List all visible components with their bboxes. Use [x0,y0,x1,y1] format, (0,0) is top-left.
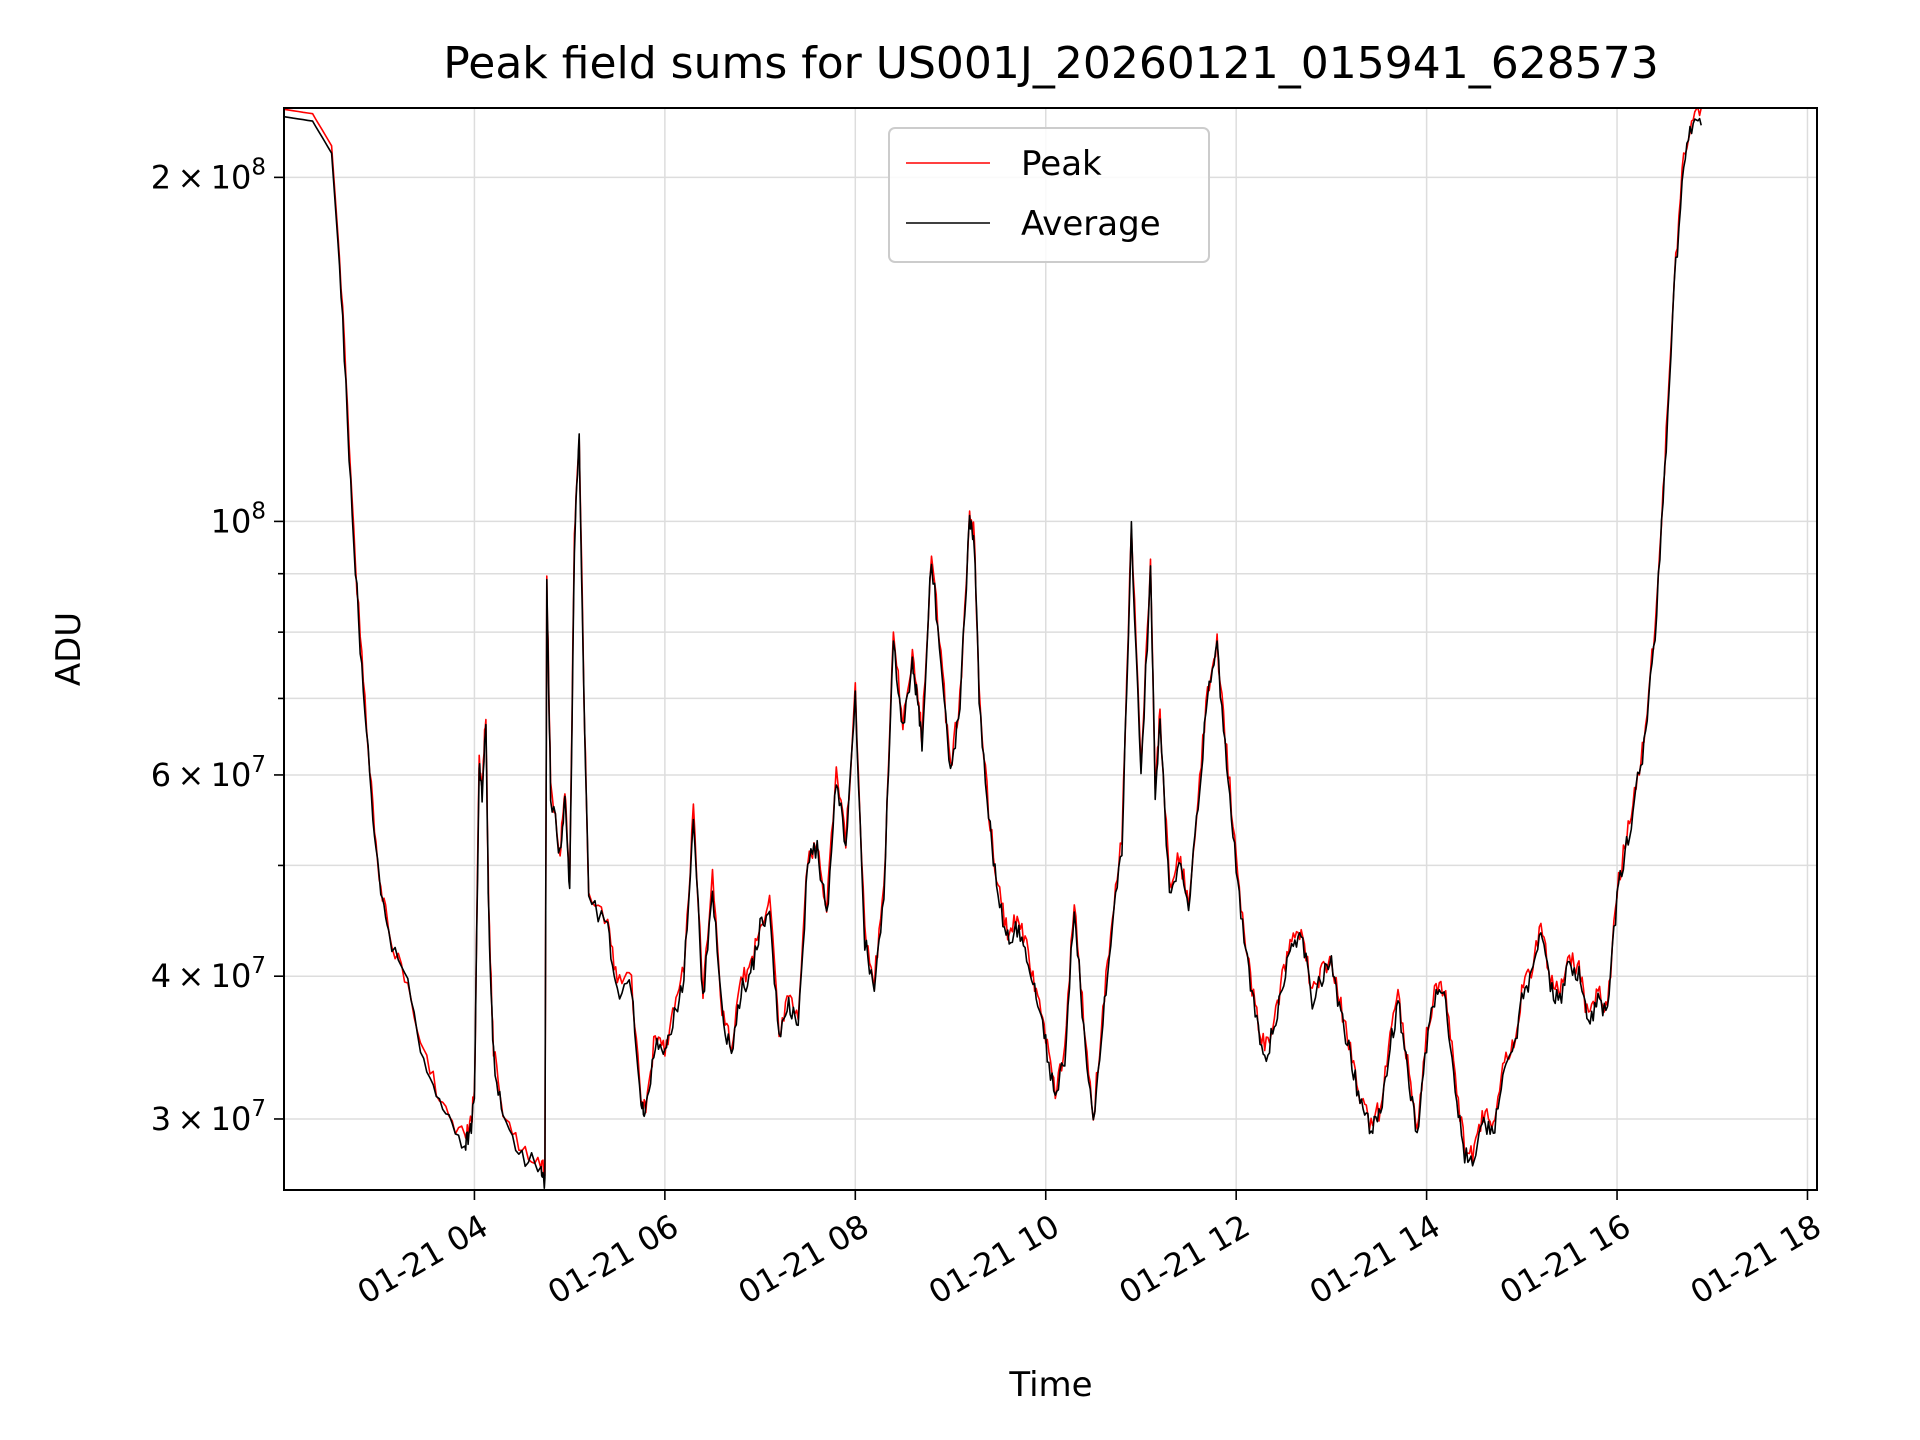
legend-label-average: Average [1021,204,1161,244]
y-tick-label: 6 × 107 [151,752,266,794]
y-axis-ticks: 3 × 107 4 × 107 6 × 107 108 2 × 108 [151,154,284,1138]
x-tick-label: 01-21 12 [1113,1207,1257,1312]
series-line-peak [283,107,1702,1177]
x-axis-ticks: 01-21 04 01-21 06 01-21 08 01-21 10 01-21 12… [351,1190,1828,1312]
x-tick-label: 01-21 18 [1684,1207,1828,1312]
x-axis-label: Time [1008,1365,1092,1405]
series-layer [283,107,1702,1189]
legend-box [888,127,1210,263]
legend: Peak Average [888,127,1210,263]
x-tick-label: 01-21 14 [1303,1207,1447,1312]
x-tick-label: 01-21 06 [541,1207,685,1312]
x-tick-label: 01-21 10 [922,1207,1066,1312]
y-tick-label: 2 × 108 [151,154,266,196]
y-tick-label: 4 × 107 [151,953,266,995]
y-tick-label: 3 × 107 [151,1096,266,1138]
series-line-average [283,115,1702,1189]
y-axis-label: ADU [49,612,89,686]
x-tick-label: 01-21 08 [732,1207,876,1312]
x-tick-label: 01-21 16 [1493,1207,1637,1312]
legend-label-peak: Peak [1021,144,1102,184]
plot-frame [283,107,1818,1191]
chart-title: Peak field sums for US001J_20260121_0159… [443,38,1658,89]
x-tick-label: 01-21 04 [351,1207,495,1312]
y-tick-label: 108 [211,498,266,540]
grid-layer [284,108,1817,1190]
